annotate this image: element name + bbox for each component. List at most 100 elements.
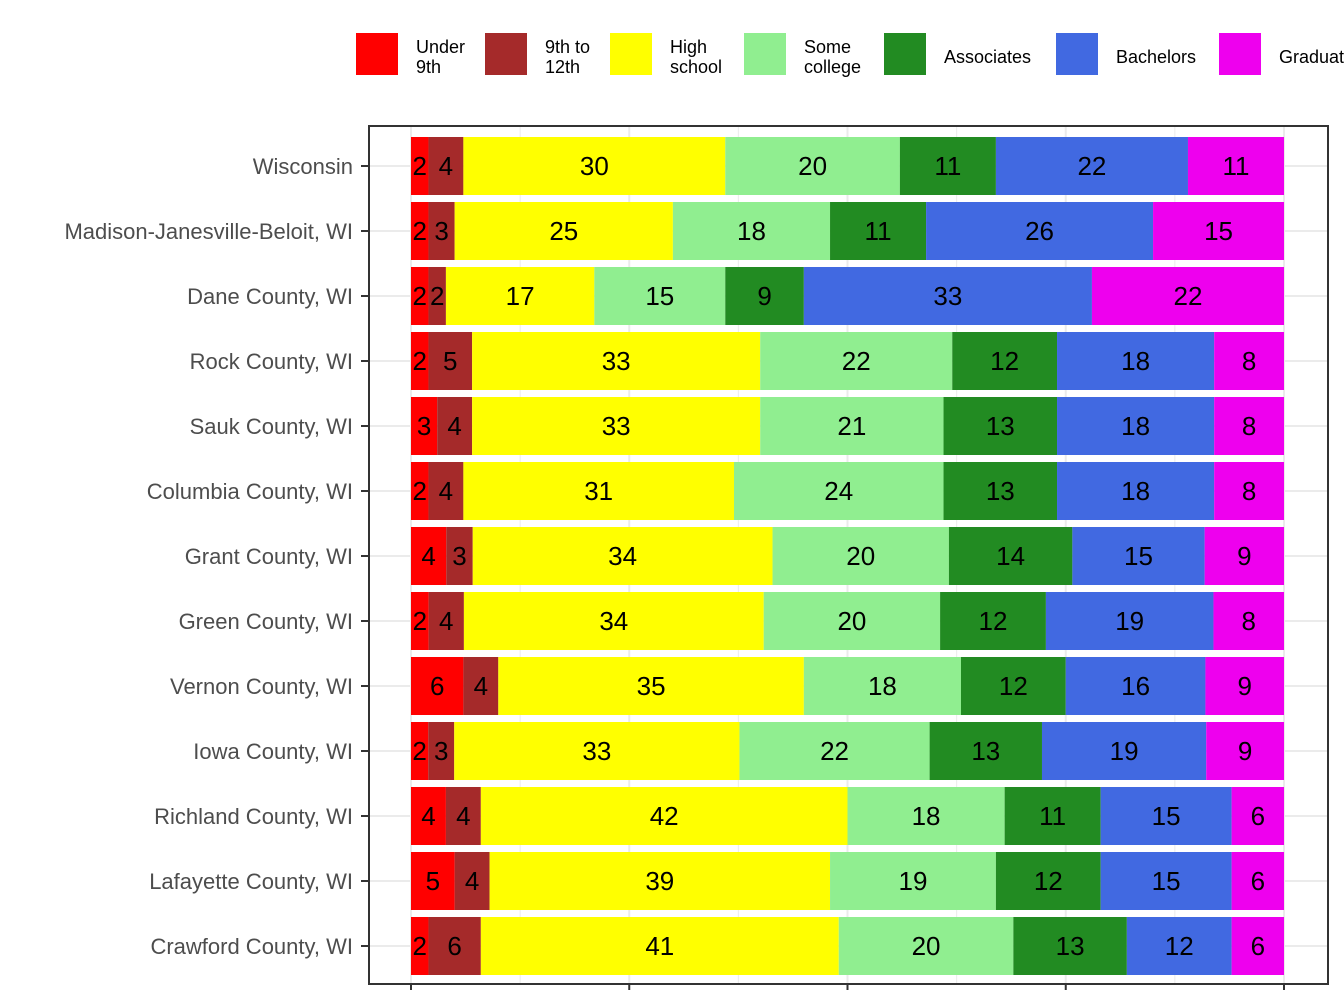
bar-segment	[1091, 267, 1284, 325]
data-label: 4	[421, 801, 435, 831]
bar-row: 5 4 39 19 12 15 6	[411, 852, 1284, 910]
bar-segment	[952, 332, 1058, 390]
data-label: 18	[912, 801, 941, 831]
bar-row: 3 4 33 21 13 18 8	[411, 397, 1284, 455]
data-label: 6	[1251, 931, 1265, 961]
legend-key	[485, 33, 527, 75]
bar-segment	[411, 657, 464, 715]
data-label: 12	[979, 606, 1008, 636]
panel-border	[368, 125, 1329, 985]
bar-segment	[1057, 332, 1215, 390]
bar-segment	[672, 202, 831, 260]
legend-key	[356, 33, 398, 75]
data-label: 6	[430, 671, 444, 701]
data-label: 12	[1165, 931, 1194, 961]
bar-row: 2 5 33 22 12 18 8	[411, 332, 1284, 390]
category-label: Dane County, WI	[187, 284, 353, 309]
data-label: 30	[580, 151, 609, 181]
bar-segment	[411, 592, 429, 650]
legend-label: college	[804, 57, 861, 77]
data-label: 18	[1121, 411, 1150, 441]
data-label: 18	[868, 671, 897, 701]
data-label: 9	[1238, 736, 1252, 766]
category-label: Wisconsin	[253, 154, 353, 179]
data-label: 18	[1121, 346, 1150, 376]
data-label: 4	[474, 671, 488, 701]
category-label: Iowa County, WI	[193, 739, 353, 764]
bar-row: 2 3 25 18 11 26 15	[411, 202, 1284, 260]
data-label: 15	[1204, 216, 1233, 246]
bar-segment	[1100, 852, 1232, 910]
bar-segment	[1126, 917, 1232, 975]
data-label: 3	[434, 736, 448, 766]
bar-segment	[1187, 137, 1284, 195]
data-label: 22	[1077, 151, 1106, 181]
bar-row: 2 6 41 20 13 12 6	[411, 917, 1284, 975]
bar-segment	[411, 137, 429, 195]
data-label: 25	[549, 216, 578, 246]
data-label: 22	[842, 346, 871, 376]
legend-item: Associates	[884, 33, 1031, 75]
data-label: 4	[465, 866, 479, 896]
data-label: 33	[602, 411, 631, 441]
data-label: 5	[443, 346, 457, 376]
bar-segment	[454, 202, 673, 260]
bar-segment	[926, 202, 1154, 260]
data-label: 2	[412, 151, 426, 181]
legend-label: 9th	[416, 57, 441, 77]
data-label: 12	[990, 346, 1019, 376]
bar-segment	[1013, 917, 1127, 975]
bar-segment	[995, 852, 1101, 910]
data-label: 20	[837, 606, 866, 636]
data-label: 8	[1242, 476, 1256, 506]
bar-segment	[1204, 527, 1284, 585]
bar-row: 2 4 31 24 13 18 8	[411, 462, 1284, 520]
bar-segment	[428, 137, 464, 195]
data-label: 31	[584, 476, 613, 506]
data-label: 12	[999, 671, 1028, 701]
data-label: 42	[650, 801, 679, 831]
data-label: 16	[1121, 671, 1150, 701]
data-label: 18	[1121, 476, 1150, 506]
data-label: 3	[417, 411, 431, 441]
bar-row: 4 4 42 18 11 15 6	[411, 787, 1284, 845]
data-label: 5	[426, 866, 440, 896]
data-label: 4	[447, 411, 461, 441]
legend-label: school	[670, 57, 722, 77]
bar-segment	[1214, 462, 1284, 520]
category-label: Madison-Janesville-Beloit, WI	[64, 219, 353, 244]
data-label: 11	[865, 216, 892, 246]
bar-segment	[1214, 332, 1284, 390]
bar-segment	[838, 917, 1014, 975]
bar-segment	[943, 462, 1058, 520]
bar-segment	[463, 657, 499, 715]
legend-label: Associates	[944, 47, 1031, 67]
bar-segment	[1153, 202, 1284, 260]
bar-segment	[772, 527, 949, 585]
bar-row: 2 2 17 15 9 33 22	[411, 267, 1284, 325]
bar-segment	[472, 397, 761, 455]
bar-segment	[411, 917, 429, 975]
data-label: 2	[412, 736, 426, 766]
bar-segment	[1206, 722, 1284, 780]
bar-segment	[830, 202, 927, 260]
legend-key	[1056, 33, 1098, 75]
data-label: 2	[412, 216, 426, 246]
data-label: 13	[986, 476, 1015, 506]
data-label: 39	[645, 866, 674, 896]
bar-segment	[411, 787, 446, 845]
data-label: 18	[737, 216, 766, 246]
bar-segment	[1072, 527, 1205, 585]
bar-segment	[1231, 917, 1284, 975]
data-label: 21	[837, 411, 866, 441]
category-label: Green County, WI	[179, 609, 353, 634]
data-label: 20	[912, 931, 941, 961]
category-label: Lafayette County, WI	[149, 869, 353, 894]
data-label: 34	[608, 541, 637, 571]
data-label: 4	[439, 151, 453, 181]
legend-label: 9th to	[545, 37, 590, 57]
bar-row: 4 3 34 20 14 15 9	[411, 527, 1284, 585]
bar-segment	[725, 137, 900, 195]
data-label: 3	[452, 541, 466, 571]
